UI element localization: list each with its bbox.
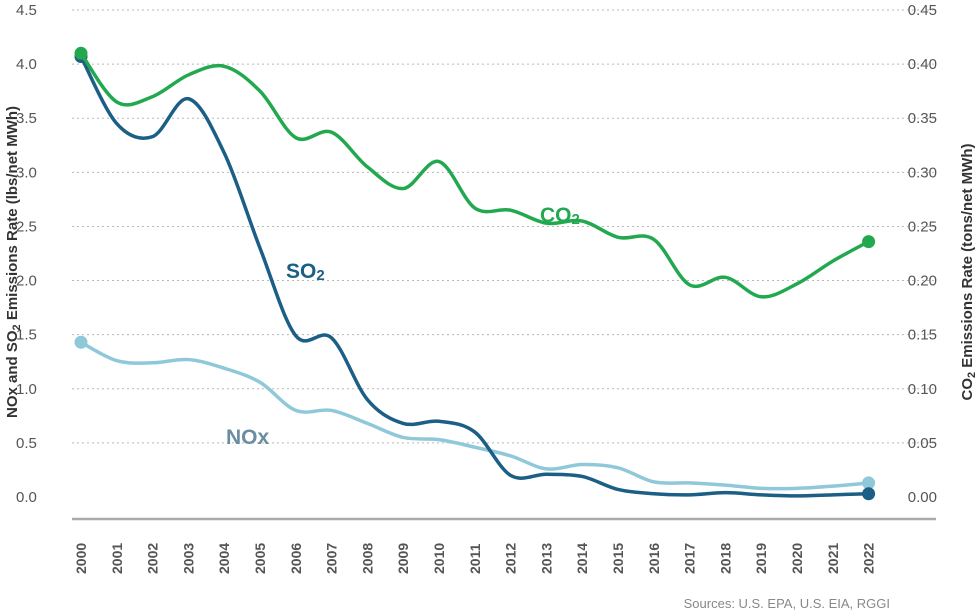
x-tick-label: 2017	[682, 543, 698, 574]
x-tick-label: 2018	[717, 543, 733, 574]
x-tick-label: 2013	[538, 543, 554, 574]
endpoint-marker-so2	[862, 487, 876, 501]
right-tick-label: 0.40	[908, 56, 937, 73]
left-tick-label: 2.0	[16, 273, 37, 290]
series-line-co2	[79, 51, 871, 299]
series-group	[74, 46, 876, 501]
x-tick-label: 2009	[395, 543, 411, 574]
x-tick-label: 2001	[109, 543, 125, 574]
left-tick-label: 4.0	[16, 56, 37, 73]
x-tick-label: 2014	[574, 543, 590, 574]
source-note: Sources: U.S. EPA, U.S. EIA, RGGI	[684, 596, 890, 611]
x-tick-label: 2011	[467, 543, 483, 574]
right-tick-label: 0.30	[908, 164, 937, 181]
right-tick-label: 0.35	[908, 110, 937, 127]
x-tick-label: 2022	[861, 543, 877, 574]
right-axis-ticks: 0.00 0.05 0.10 0.15 0.20 0.25 0.30 0.35 0.40 0.45	[908, 2, 937, 506]
right-axis-title: CO2 Emissions Rate (tons/net MWh)	[959, 144, 978, 401]
x-tick-label: 2016	[646, 543, 662, 574]
series-line-nox	[79, 340, 871, 491]
x-axis-ticks: 2000 2001 2002 2003 2004 2005 2006 2007 2008 2009…	[73, 543, 877, 574]
right-tick-label: 0.15	[908, 327, 937, 344]
left-tick-label: 3.5	[16, 110, 37, 127]
x-tick-label: 2000	[73, 543, 89, 574]
series-label-so2: SO2	[286, 260, 325, 284]
left-tick-label: 2.5	[16, 218, 37, 235]
x-tick-label: 2010	[431, 543, 447, 574]
x-tick-label: 2005	[252, 543, 268, 574]
left-tick-label: 1.0	[16, 381, 37, 398]
x-tick-label: 2007	[324, 543, 340, 574]
x-tick-label: 2021	[825, 543, 841, 574]
left-tick-label: 4.5	[16, 2, 37, 19]
series-line-so2	[79, 54, 871, 498]
series-labels: NOx SO2 CO2	[226, 204, 580, 449]
endpoint-marker-co2	[862, 235, 876, 249]
endpoint-marker-nox	[74, 335, 88, 349]
x-tick-label: 2006	[288, 543, 304, 574]
x-tick-label: 2015	[610, 543, 626, 574]
right-tick-label: 0.00	[908, 489, 937, 506]
series-label-nox: NOx	[226, 426, 270, 449]
endpoint-marker-co2	[74, 46, 88, 60]
right-tick-label: 0.25	[908, 218, 937, 235]
left-axis-ticks: 0.0 0.5 1.0 1.5 2.0 2.5 3.0 3.5 4.0 4.5	[16, 2, 37, 506]
series-label-co2: CO2	[540, 204, 580, 228]
right-tick-label: 0.05	[908, 435, 937, 452]
gridlines	[72, 9, 936, 444]
endpoint-marker-nox	[862, 476, 876, 490]
left-axis-title: NOx and SO2 Emissions Rate (lbs/net MWh)	[4, 106, 23, 418]
x-tick-label: 2004	[216, 543, 232, 574]
x-tick-label: 2008	[359, 543, 375, 574]
right-tick-label: 0.45	[908, 2, 937, 19]
x-tick-label: 2002	[145, 543, 161, 574]
x-tick-label: 2012	[503, 543, 519, 574]
x-tick-label: 2020	[789, 543, 805, 574]
left-tick-label: 3.0	[16, 164, 37, 181]
right-tick-label: 0.10	[908, 381, 937, 398]
left-tick-label: 0.5	[16, 435, 37, 452]
left-tick-label: 1.5	[16, 327, 37, 344]
left-tick-label: 0.0	[16, 489, 37, 506]
right-tick-label: 0.20	[908, 273, 937, 290]
x-tick-label: 2003	[180, 543, 196, 574]
x-tick-label: 2019	[753, 543, 769, 574]
